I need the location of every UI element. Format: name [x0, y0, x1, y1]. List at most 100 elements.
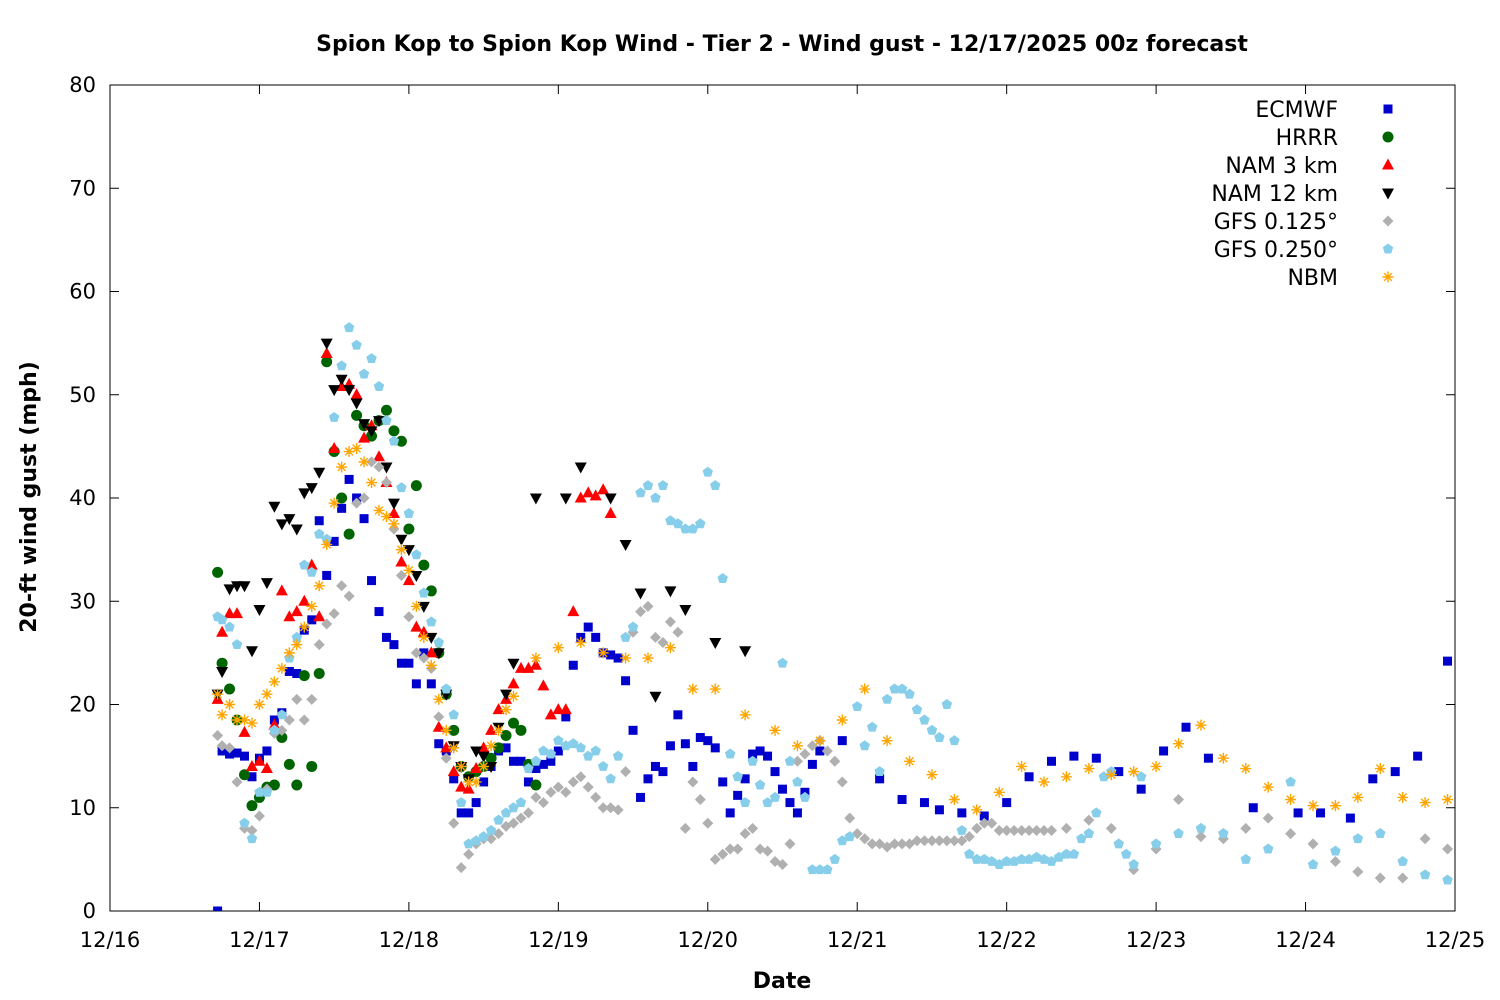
x-axis-label: Date: [753, 969, 812, 994]
data-point: [433, 711, 445, 723]
data-point: [404, 658, 414, 668]
data-point: [1397, 872, 1409, 884]
data-point: [433, 637, 445, 647]
data-point: [881, 735, 893, 747]
y-axis: 0 10 20 30 40 50 60 70 80: [69, 73, 1455, 923]
data-point: [485, 761, 498, 773]
data-point: [672, 518, 684, 529]
data-point: [366, 456, 378, 468]
data-point: [1001, 855, 1012, 866]
data-point: [343, 446, 355, 458]
data-point: [807, 864, 818, 875]
data-point: [949, 735, 960, 746]
data-point: [291, 779, 303, 791]
data-point: [328, 497, 340, 509]
data-point: [298, 670, 310, 682]
data-point: [687, 523, 699, 534]
data-point: [464, 808, 474, 818]
data-point: [224, 683, 236, 695]
data-point: [1016, 760, 1028, 772]
data-point: [449, 774, 459, 784]
data-point: [343, 590, 355, 602]
data-point: [628, 725, 638, 735]
data-point: [530, 755, 542, 766]
data-point: [321, 538, 333, 550]
data-point: [561, 712, 571, 722]
data-point: [866, 838, 878, 850]
data-point: [778, 784, 787, 794]
series-nam-3-km: [211, 346, 617, 794]
data-point: [523, 777, 533, 787]
data-point: [979, 811, 989, 821]
data-point: [225, 749, 235, 759]
data-point: [1465, 651, 1474, 660]
data-point: [448, 817, 460, 829]
data-point: [366, 353, 377, 364]
data-point: [537, 797, 549, 809]
data-point: [604, 506, 617, 518]
data-point: [425, 585, 437, 597]
data-point: [351, 442, 363, 454]
legend: ECMWF HRRR NAM 3 km NAM 12 km GFS 0.125° GFS …: [1211, 98, 1394, 291]
data-point: [359, 514, 369, 524]
data-point: [784, 755, 796, 766]
data-point: [896, 683, 908, 694]
data-point: [470, 762, 483, 774]
data-point: [844, 812, 856, 824]
data-point: [291, 631, 303, 642]
data-point: [1368, 774, 1378, 784]
data-point: [231, 714, 243, 726]
data-point: [246, 833, 258, 844]
data-point: [747, 822, 759, 834]
data-point: [516, 756, 526, 766]
data-point: [343, 528, 355, 540]
data-point: [769, 724, 781, 736]
x-tick-label: 12/25: [1425, 928, 1486, 952]
data-point: [306, 760, 318, 772]
data-point: [328, 441, 341, 453]
data-point: [1240, 822, 1252, 834]
data-point: [896, 838, 908, 850]
data-point: [777, 859, 788, 871]
data-point: [1262, 843, 1274, 854]
legend-marker: [1382, 131, 1394, 143]
data-point: [358, 419, 371, 431]
data-point: [440, 724, 452, 736]
data-point: [709, 638, 722, 650]
data-point: [515, 724, 527, 736]
data-point: [747, 755, 758, 766]
data-point: [658, 767, 668, 777]
chart-title: Spion Kop to Spion Kop Wind - Tier 2 - W…: [316, 32, 1248, 57]
data-point: [665, 741, 675, 751]
data-point: [1285, 828, 1297, 840]
data-point: [247, 772, 257, 782]
data-point: [1091, 753, 1101, 763]
data-point: [320, 346, 333, 358]
x-tick-label: 12/20: [678, 928, 739, 952]
data-point: [754, 779, 766, 790]
data-point: [971, 853, 983, 864]
data-point: [1330, 845, 1341, 856]
data-point: [298, 621, 310, 633]
data-point: [837, 736, 847, 746]
y-tick-label: 10: [69, 796, 96, 820]
data-point: [212, 729, 224, 741]
legend-label: NBM: [1287, 266, 1338, 291]
data-point: [718, 777, 728, 787]
data-point: [477, 741, 490, 753]
data-point: [620, 631, 631, 642]
data-point: [733, 790, 743, 800]
data-point: [575, 637, 587, 649]
data-point: [732, 843, 744, 855]
data-point: [440, 741, 453, 753]
data-point: [418, 652, 430, 664]
data-point: [695, 733, 705, 743]
data-point: [1240, 853, 1252, 864]
data-point: [380, 462, 393, 474]
data-point: [590, 745, 601, 756]
data-point: [358, 368, 370, 379]
data-point: [260, 762, 273, 774]
data-point: [559, 703, 572, 715]
data-point: [1352, 791, 1364, 803]
data-point: [328, 411, 340, 422]
